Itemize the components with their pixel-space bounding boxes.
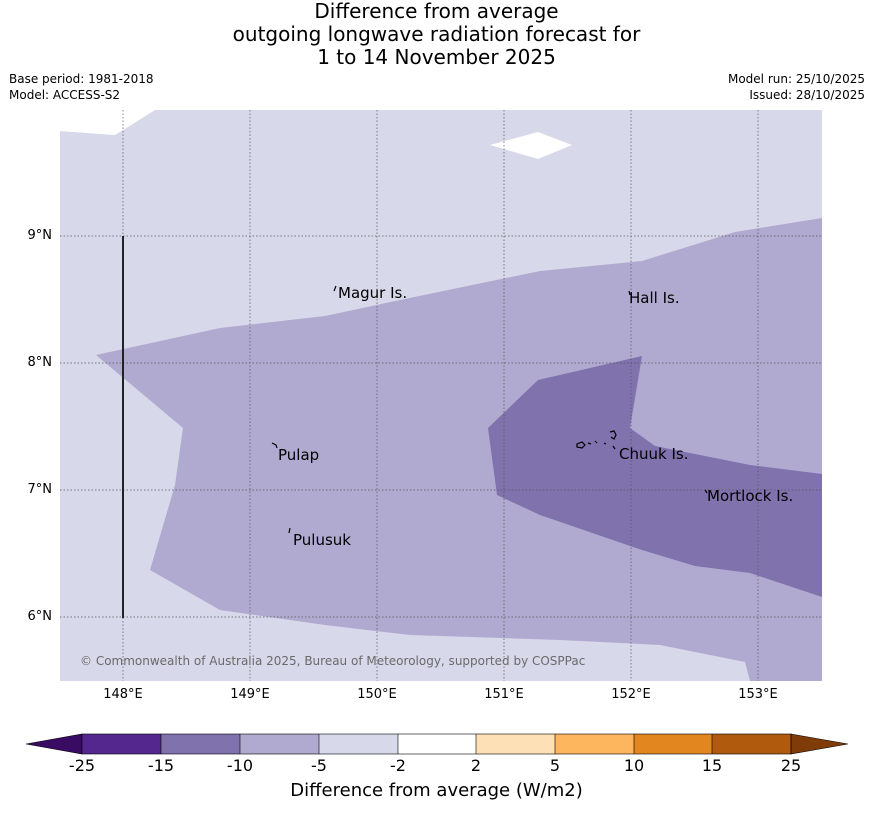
colorbar	[25, 733, 849, 755]
colorbar-label-neg15: -15	[147, 756, 175, 775]
x-tick-150e: 150°E	[357, 687, 397, 702]
magur-island-marker	[333, 285, 337, 292]
colorbar-label-neg5: -5	[311, 756, 327, 775]
colorbar-bin-8	[634, 734, 712, 754]
colorbar-bin-3	[240, 734, 319, 754]
label-pulap: Pulap	[278, 446, 319, 464]
model-run: Model run: 25/10/2025	[727, 72, 865, 86]
x-tick-151e: 151°E	[484, 687, 524, 702]
colorbar-label-neg2: -2	[390, 756, 406, 775]
hall-island-marker	[628, 290, 631, 296]
title-line-3: 1 to 14 November 2025	[317, 45, 556, 69]
title-line-1: Difference from average	[314, 0, 559, 23]
y-tick-8n: 8°N	[27, 355, 53, 370]
gridlines	[60, 110, 822, 681]
model-name: Model: ACCESS-S2	[9, 88, 121, 102]
colorbar-bin-9	[712, 734, 791, 754]
map-panel: Magur Is. Hall Is. Pulap Chuuk Is. Mortl…	[60, 110, 822, 681]
colorbar-label-neg10: -10	[226, 756, 254, 775]
label-mortlock: Mortlock Is.	[707, 487, 793, 505]
y-tick-6n: 6°N	[27, 609, 53, 624]
colorbar-label-15: 15	[701, 756, 723, 775]
island-markers	[271, 285, 708, 534]
x-tick-149e: 149°E	[230, 687, 270, 702]
y-tick-7n: 7°N	[27, 482, 53, 497]
colorbar-bin-4	[319, 734, 398, 754]
colorbar-extend-low	[25, 733, 83, 755]
label-hall: Hall Is.	[629, 289, 680, 307]
colorbar-label-5: 5	[549, 756, 561, 775]
colorbar-label-10: 10	[623, 756, 645, 775]
colorbar-bin-6	[476, 734, 555, 754]
colorbar-label-neg25: -25	[68, 756, 96, 775]
pulap-island-marker	[271, 442, 278, 449]
anomaly-zone-strong	[488, 356, 822, 597]
chuuk-lagoon-marker	[576, 430, 617, 450]
mortlock-island-marker	[704, 489, 708, 494]
pulusuk-island-marker	[288, 527, 291, 534]
issued-date: Issued: 28/10/2025	[749, 88, 865, 102]
anomaly-zone-white-notch	[60, 110, 155, 135]
label-magur: Magur Is.	[338, 284, 407, 302]
colorbar-bin-1	[82, 734, 161, 754]
colorbar-label-2: 2	[470, 756, 482, 775]
map-title: Difference from average outgoing longwav…	[0, 0, 873, 69]
colorbar-bin-2	[161, 734, 240, 754]
anomaly-zone-white-patch	[490, 132, 572, 159]
x-tick-153e: 153°E	[738, 687, 778, 702]
colorbar-title: Difference from average (W/m2)	[290, 780, 583, 801]
copyright-notice: © Commonwealth of Australia 2025, Bureau…	[80, 654, 585, 668]
base-period: Base period: 1981-2018	[9, 72, 154, 86]
label-pulusuk: Pulusuk	[293, 531, 351, 549]
y-tick-9n: 9°N	[27, 228, 53, 243]
label-chuuk: Chuuk Is.	[619, 445, 688, 463]
x-tick-148e: 148°E	[103, 687, 143, 702]
title-line-2: outgoing longwave radiation forecast for	[232, 22, 641, 46]
x-tick-152e: 152°E	[611, 687, 651, 702]
colorbar-bin-5	[398, 734, 476, 754]
colorbar-bin-7	[555, 734, 634, 754]
meta-right: Model run: 25/10/2025 Issued: 28/10/2025	[728, 71, 865, 103]
colorbar-extend-high	[790, 733, 849, 755]
anomaly-zone-medium	[96, 218, 822, 681]
colorbar-label-25: 25	[780, 756, 802, 775]
meta-left: Base period: 1981-2018 Model: ACCESS-S2	[9, 71, 154, 103]
